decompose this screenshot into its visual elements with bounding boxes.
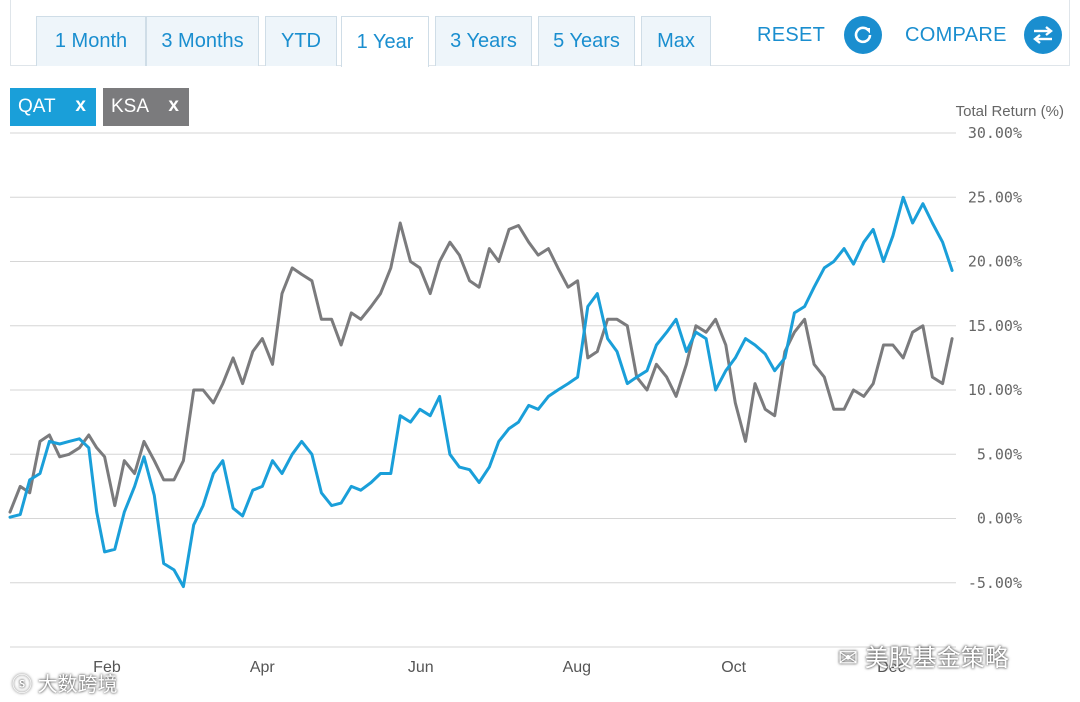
y-tick-label: 0.00% xyxy=(977,510,1022,528)
x-tick-label: Aug xyxy=(563,659,591,676)
y-tick-label: 5.00% xyxy=(977,445,1022,463)
series-line-ksa xyxy=(8,221,954,514)
tab-5-years[interactable]: 5 Years xyxy=(538,16,635,66)
y-tick-label: 10.00% xyxy=(968,381,1022,399)
watermark-right: ✉ 美股基金策略 xyxy=(838,638,1009,673)
y-axis-title: Total Return (%) xyxy=(956,103,1064,120)
range-tab-bar: 1 Month 3 Months YTD 1 Year 3 Years 5 Ye… xyxy=(10,0,1070,67)
x-tick-label: Feb xyxy=(93,659,121,676)
chip-label: QAT xyxy=(18,96,56,117)
tab-1-month[interactable]: 1 Month xyxy=(36,16,146,66)
refresh-icon[interactable] xyxy=(844,16,882,54)
series-line-qat xyxy=(8,195,954,589)
y-tick-label: 25.00% xyxy=(968,188,1022,206)
x-tick-label: Apr xyxy=(250,659,276,676)
series-chip-ksa: KSA x xyxy=(103,88,189,126)
x-tick-label: Oct xyxy=(721,659,746,676)
watermark-right-text: 美股基金策略 xyxy=(864,645,1009,672)
tab-ytd[interactable]: YTD xyxy=(265,16,337,66)
tab-max[interactable]: Max xyxy=(641,16,711,66)
remove-ksa-button[interactable]: x xyxy=(168,95,179,116)
remove-qat-button[interactable]: x xyxy=(75,95,86,116)
tab-3-months[interactable]: 3 Months xyxy=(146,16,259,66)
x-tick-label: Jun xyxy=(408,659,434,676)
y-tick-label: -5.00% xyxy=(968,574,1022,592)
swap-arrows-icon[interactable] xyxy=(1024,16,1062,54)
y-tick-label: 15.00% xyxy=(968,317,1022,335)
watermark-left: ⓢ 大数跨境 xyxy=(12,668,118,697)
tab-1-year[interactable]: 1 Year xyxy=(341,16,429,67)
y-tick-label: 30.00% xyxy=(968,124,1022,142)
series-chip-qat: QAT x xyxy=(10,88,96,126)
x-tick-label: Dec xyxy=(877,659,905,676)
chip-label: KSA xyxy=(111,96,150,117)
compare-button[interactable]: COMPARE xyxy=(905,24,1007,46)
tab-3-years[interactable]: 3 Years xyxy=(435,16,532,66)
wechat-logo-icon: ✉ xyxy=(838,645,859,672)
reset-button[interactable]: RESET xyxy=(757,24,826,46)
weibo-logo-icon: ⓢ xyxy=(12,674,32,696)
watermark-left-text: 大数跨境 xyxy=(37,674,118,696)
y-tick-label: 20.00% xyxy=(968,253,1022,271)
